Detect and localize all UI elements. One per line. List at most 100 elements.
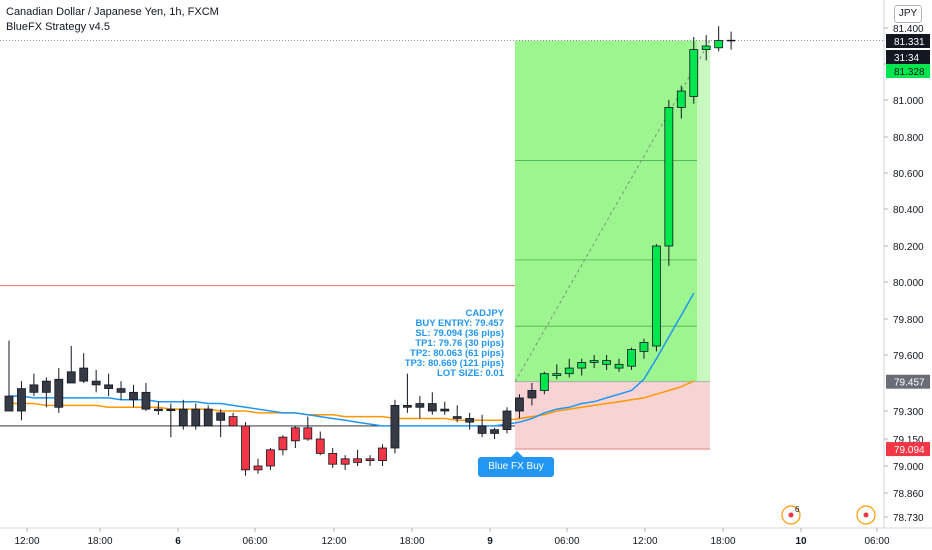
candle bbox=[440, 401, 450, 415]
candle bbox=[79, 353, 89, 383]
candle-body bbox=[41, 380, 51, 393]
currency-label[interactable]: JPY bbox=[894, 5, 922, 23]
candle-body bbox=[216, 412, 226, 421]
candle bbox=[577, 358, 587, 376]
trade-info-line: CADJPY bbox=[465, 308, 504, 319]
candle-body bbox=[390, 404, 400, 449]
candle-body bbox=[340, 458, 350, 465]
bid-price-tag: 81.328 bbox=[886, 64, 930, 78]
event-dot-icon bbox=[788, 512, 794, 518]
candle-body bbox=[664, 107, 674, 247]
entry-price-tag-text: 79.457 bbox=[894, 378, 925, 389]
trade-info-line: LOT SIZE: 0.01 bbox=[436, 368, 504, 379]
last-price-tag: 81.331 bbox=[886, 34, 930, 48]
profit-zone-extension bbox=[697, 40, 710, 382]
event-markers[interactable]: 6 bbox=[781, 505, 876, 525]
candle-body bbox=[290, 427, 300, 442]
bid-price-tag-bg bbox=[886, 64, 930, 78]
candle bbox=[203, 405, 213, 427]
candle bbox=[216, 409, 226, 438]
price-tick-label: 79.300 bbox=[893, 407, 924, 418]
candle bbox=[415, 396, 425, 419]
candle-body bbox=[602, 360, 611, 365]
candle bbox=[477, 414, 487, 438]
candle bbox=[515, 394, 524, 419]
buy-signal-badge: Blue FX Buy bbox=[478, 451, 554, 477]
candle-body bbox=[79, 367, 89, 382]
candle-body bbox=[17, 388, 26, 412]
candle-body bbox=[627, 349, 636, 367]
countdown-tag-text: 31:34 bbox=[894, 53, 919, 64]
time-tick-label: 18:00 bbox=[399, 536, 424, 547]
candle-body bbox=[278, 436, 288, 451]
candle-body bbox=[527, 390, 537, 399]
candle bbox=[353, 449, 363, 466]
candle-body bbox=[166, 408, 176, 412]
time-tick-label: 10 bbox=[795, 536, 807, 547]
candle-body bbox=[228, 416, 238, 427]
candlesticks bbox=[4, 26, 736, 476]
candle-body bbox=[427, 403, 437, 412]
candle-body bbox=[577, 362, 587, 369]
price-tick-label: 80.000 bbox=[893, 278, 924, 289]
candle bbox=[303, 416, 313, 441]
candle bbox=[365, 455, 375, 466]
candle bbox=[141, 383, 151, 411]
candle bbox=[465, 412, 475, 430]
candle-body bbox=[104, 384, 113, 390]
candle-body bbox=[564, 367, 574, 375]
candle-body bbox=[91, 380, 101, 386]
trade-info-line: TP2: 80.063 (61 pips) bbox=[410, 348, 504, 359]
candle bbox=[652, 244, 661, 352]
candle-body bbox=[4, 395, 14, 412]
candle bbox=[340, 455, 350, 470]
candle-body bbox=[701, 45, 711, 50]
candle-body bbox=[378, 447, 387, 461]
moving-averages bbox=[9, 292, 695, 427]
candle-body bbox=[29, 384, 39, 393]
candle bbox=[602, 355, 611, 370]
candle bbox=[129, 384, 138, 408]
price-tick-label: 78.860 bbox=[893, 489, 924, 500]
candle bbox=[253, 458, 263, 474]
candle bbox=[639, 338, 649, 359]
candle-body bbox=[490, 429, 499, 434]
candle bbox=[4, 340, 14, 412]
trade-info-line: BUY ENTRY: 79.457 bbox=[415, 318, 504, 329]
price-tick-label: 79.000 bbox=[893, 462, 924, 473]
candle bbox=[166, 403, 176, 438]
price-tick-label: 79.150 bbox=[893, 435, 924, 446]
orange-ma-line bbox=[9, 380, 695, 422]
price-tick-label: 81.400 bbox=[893, 24, 924, 35]
events-marker-1[interactable]: 6 bbox=[781, 505, 801, 525]
time-tick-label: 9 bbox=[487, 536, 493, 547]
candle-body bbox=[539, 373, 549, 391]
candle bbox=[153, 401, 163, 415]
candle-body bbox=[614, 363, 624, 369]
candle-body bbox=[689, 49, 699, 97]
candle bbox=[178, 399, 188, 430]
events-marker-2[interactable] bbox=[856, 505, 876, 525]
time-tick-label: 12:00 bbox=[632, 536, 657, 547]
candle-body bbox=[66, 371, 76, 384]
last-price-tag-bg bbox=[886, 34, 930, 48]
candle bbox=[54, 368, 64, 413]
candle-body bbox=[153, 408, 163, 412]
candle-body bbox=[402, 404, 412, 408]
candle bbox=[552, 364, 562, 380]
price-tick-label: 80.400 bbox=[893, 205, 924, 216]
time-tick-label: 06:00 bbox=[554, 536, 579, 547]
entry-price-tag-bg bbox=[886, 374, 930, 389]
trade-info-line: SL: 79.094 (36 pips) bbox=[415, 328, 504, 339]
candle-body bbox=[141, 391, 151, 410]
candle bbox=[91, 369, 101, 393]
trade-info-panel: CADJPY BUY ENTRY: 79.457 SL: 79.094 (36 pi… bbox=[304, 309, 504, 379]
candle bbox=[66, 346, 76, 384]
candle bbox=[241, 422, 250, 476]
candle bbox=[664, 100, 674, 266]
candle bbox=[191, 403, 201, 430]
price-tick-label: 80.600 bbox=[893, 169, 924, 180]
time-tick-label: 06:00 bbox=[242, 536, 267, 547]
time-tick-label: 18:00 bbox=[87, 536, 112, 547]
